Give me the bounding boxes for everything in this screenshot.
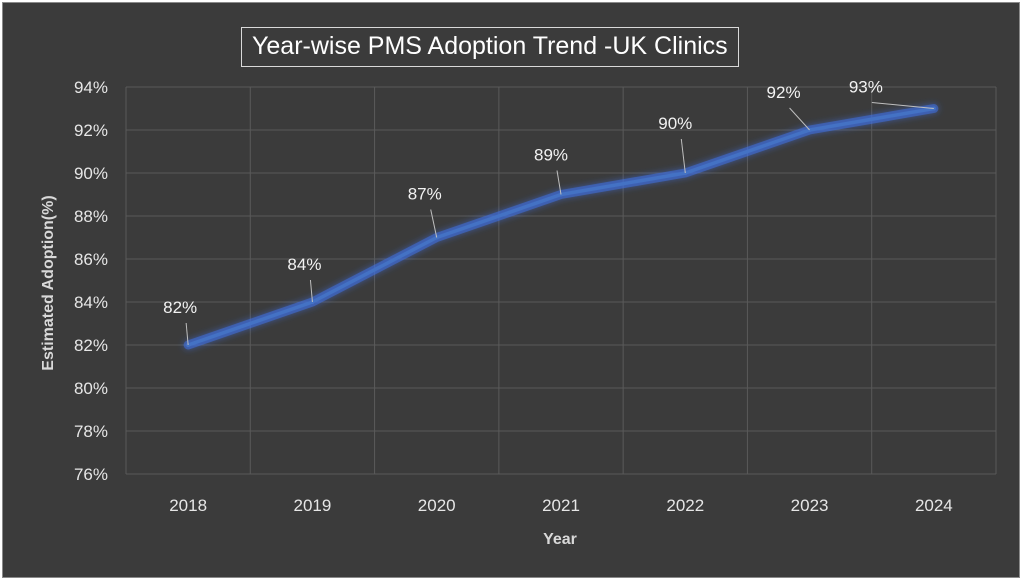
x-tick-label: 2020 [418, 496, 456, 515]
x-tick-label: 2019 [294, 496, 332, 515]
leader-line [185, 322, 189, 346]
x-tick-label: 2023 [791, 496, 829, 515]
y-tick-label: 90% [74, 164, 108, 183]
y-tick-label: 82% [74, 336, 108, 355]
y-tick-label: 92% [74, 121, 108, 140]
data-label: 92% [767, 83, 801, 102]
y-tick-label: 86% [74, 250, 108, 269]
grid [125, 86, 997, 475]
series [183, 104, 939, 350]
x-tick-label: 2021 [542, 496, 580, 515]
data-label: 89% [534, 146, 568, 165]
line-chart: 76%78%80%82%84%86%88%90%92%94% 2018 2019 2… [40, 78, 997, 548]
chart-title: Year-wise PMS Adoption Trend -UK Clinics [241, 27, 739, 67]
x-tick-label: 2022 [666, 496, 704, 515]
y-axis-ticks: 76% 78% 80% 82% 84% 86% 88% 90% 92% 94% [74, 78, 108, 484]
x-tick-label: 2018 [169, 496, 207, 515]
leader-line [680, 138, 686, 174]
data-label: 90% [658, 114, 692, 133]
y-tick-label: 94% [74, 78, 108, 97]
data-label: 82% [163, 298, 197, 317]
x-tick-label: 2024 [915, 496, 953, 515]
series-glow [183, 104, 939, 350]
x-axis-title: Year [543, 531, 577, 548]
leader-line [309, 279, 313, 303]
data-label: 93% [849, 78, 883, 97]
y-tick-label: 78% [74, 422, 108, 441]
leader-line [556, 170, 562, 195]
data-labels: 82% 84% 87% 89% 90% 92% 93% [163, 78, 934, 346]
y-axis-title: Estimated Adoption(%) [40, 195, 57, 370]
leader-line [871, 102, 934, 109]
leader-line [789, 107, 810, 131]
y-tick-label: 88% [74, 207, 108, 226]
y-tick-label: 84% [74, 293, 108, 312]
data-label: 87% [408, 185, 442, 204]
y-tick-label: 76% [74, 465, 108, 484]
x-axis-ticks: 2018 2019 2020 2021 2022 2023 2024 [169, 496, 953, 515]
leader-line [430, 209, 438, 238]
y-tick-label: 80% [74, 379, 108, 398]
data-label: 84% [287, 255, 321, 274]
